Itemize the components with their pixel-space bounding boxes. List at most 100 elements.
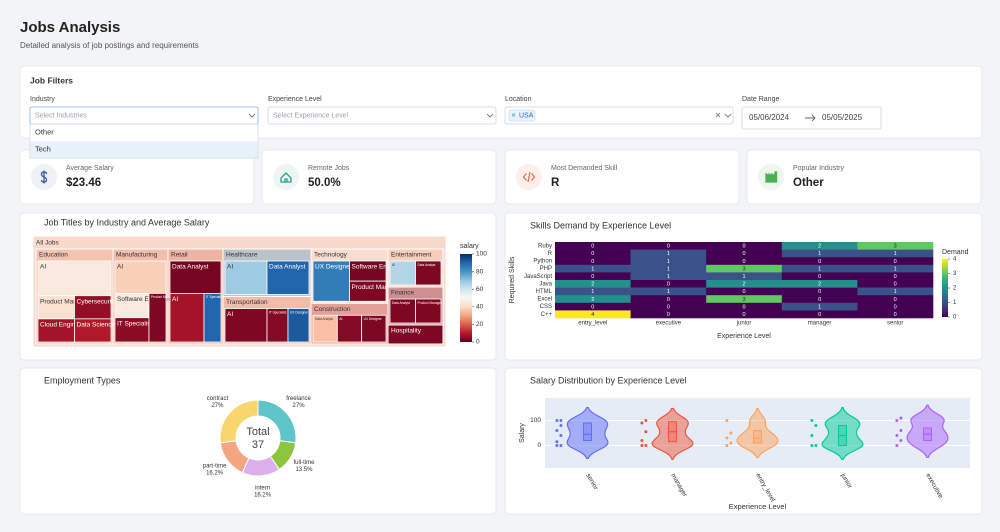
- heatmap-cell: [781, 287, 858, 296]
- heatmap-cell: [630, 310, 707, 319]
- y-tick-label: CSS: [540, 304, 552, 310]
- colorbar-tick-label: 100: [476, 251, 487, 258]
- cell-label: 2: [742, 282, 745, 288]
- y-axis-title: Salary: [519, 423, 526, 443]
- heatmap-cell: [706, 249, 783, 258]
- colorbar-tick-label: 0: [476, 339, 480, 346]
- treemap-sector-label: Healthcare: [226, 252, 258, 259]
- treemap-leaf: [114, 292, 150, 319]
- treemap-leaf-label: Product Manager: [418, 301, 443, 305]
- colorbar-title: Demand: [942, 249, 969, 256]
- treemap-leaf: [415, 260, 442, 286]
- cell-label: 0: [894, 312, 897, 318]
- treemap-leaf-label: IT Specialist: [269, 310, 286, 314]
- kpi-label: Remote Jobs: [308, 165, 350, 172]
- treemap-leaf: [389, 298, 416, 324]
- select-arrow: [486, 113, 494, 118]
- cell-label: 1: [894, 251, 897, 257]
- dropdown-option[interactable]: [30, 124, 258, 141]
- colorbar-tick-label: 4: [953, 257, 957, 263]
- cell-label: 4: [591, 312, 594, 318]
- dropdown-option-label[interactable]: Tech: [35, 144, 51, 153]
- date-end[interactable]: 05/05/2025: [822, 113, 863, 122]
- treemap-leaf: [169, 260, 222, 294]
- violin-body: [566, 407, 609, 459]
- filter-card: [19, 65, 983, 139]
- heatmap-cell: [781, 272, 858, 281]
- treemap-leaf: [203, 292, 222, 343]
- treemap-leaf: [114, 260, 167, 294]
- heatmap-cell: [555, 287, 631, 296]
- treemap-sector: Hospitality: [387, 324, 444, 345]
- filter-title: Job Filters: [30, 75, 73, 85]
- chip-remove[interactable]: [511, 113, 516, 117]
- violin-point: [895, 419, 899, 422]
- kpi-row: Average Salary $23.46 Remote Jobs 50.0% Most…: [19, 149, 982, 205]
- heatmap-cell: [706, 280, 783, 288]
- cell-label: 0: [667, 312, 670, 318]
- cell-label: 0: [818, 312, 821, 318]
- y-tick-label: R: [548, 251, 553, 257]
- treemap-leaf-label: UX Designer: [315, 264, 353, 271]
- treemap-sector-label: Technology: [314, 252, 348, 259]
- x-axis-title: Experience Level: [729, 502, 787, 511]
- heatmap-cell: [706, 264, 783, 273]
- cell-label: 0: [591, 259, 594, 265]
- violin-body: [906, 404, 949, 459]
- cell-label: 2: [591, 297, 594, 303]
- treemap-sector: Finance Data Analyst Product Manager: [387, 286, 444, 326]
- filter-label: Experience Level: [268, 96, 322, 103]
- heatmap-cell: [781, 302, 858, 311]
- y-axis-title: Required Skills: [509, 256, 516, 303]
- colorbar-tick-label: 20: [476, 321, 484, 328]
- heatmap-cell: [555, 242, 631, 250]
- violin-point: [555, 444, 559, 447]
- filter-label: Industry: [30, 96, 55, 103]
- treemap-leaf-label: IT Specialist: [117, 320, 152, 327]
- colorbar: [460, 254, 472, 342]
- violin-point: [559, 434, 563, 437]
- date-start[interactable]: 05/06/2024: [749, 113, 790, 122]
- violin-point: [899, 429, 903, 432]
- heatmap-cell: [706, 257, 783, 266]
- heatmap-cell: [706, 287, 783, 296]
- dropdown-option-label[interactable]: Other: [35, 127, 54, 136]
- filter-label: Location: [505, 96, 532, 103]
- clear-icon[interactable]: [715, 112, 721, 118]
- heatmap-cell: [857, 280, 934, 288]
- colorbar-tick-label: 80: [476, 268, 484, 275]
- treemap-leaf-label: Software Engineer: [117, 296, 171, 303]
- location-select[interactable]: [504, 106, 734, 125]
- cell-label: 1: [591, 289, 594, 295]
- dropdown-option[interactable]: [30, 141, 258, 158]
- treemap-sector: Construction Data Analyst AI UX Designer: [310, 302, 389, 345]
- cell-label: 0: [894, 259, 897, 265]
- violin-box: [583, 422, 592, 441]
- violin-point: [729, 441, 733, 445]
- violin-body: [736, 407, 779, 459]
- treemap-leaf-label: AI: [172, 296, 178, 303]
- cell-label: 0: [591, 274, 594, 280]
- dropdown-layer: Other Tech: [29, 123, 259, 159]
- cell-label: 0: [894, 274, 897, 280]
- cell-label: 1: [818, 304, 821, 310]
- cell-label: 0: [591, 244, 594, 250]
- y-tick-label: 100: [530, 417, 541, 424]
- pie-label: contract: [207, 396, 229, 402]
- treemap-leaf-label: IT Specialist: [206, 295, 223, 299]
- page-title: Jobs Analysis: [20, 19, 120, 36]
- treemap-sector: Retail Data Analyst AI IT Specialist: [167, 248, 224, 345]
- violin-box: [753, 430, 762, 444]
- heatmap-cell: [555, 272, 631, 281]
- date-arrow: [805, 114, 816, 122]
- cell-label: 0: [591, 304, 594, 310]
- cell-label: 1: [667, 266, 670, 272]
- y-tick-label: Java: [539, 281, 552, 287]
- experience-select[interactable]: [267, 106, 497, 125]
- y-tick-label: Excel: [537, 297, 552, 303]
- treemap-leaf-label: AI: [392, 263, 395, 267]
- cell-label: 3: [742, 266, 745, 272]
- cell-label: 0: [591, 251, 594, 257]
- heatmap-cell: [555, 302, 631, 311]
